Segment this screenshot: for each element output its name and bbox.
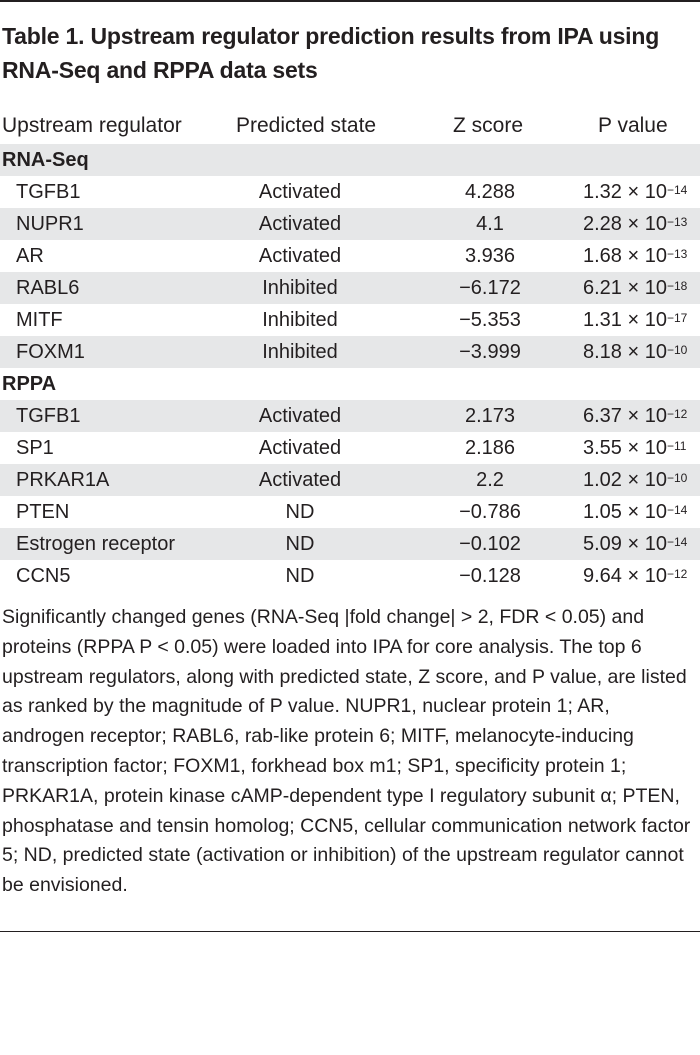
z-score-cell: −0.786 <box>459 501 521 523</box>
p-value-exponent: −17 <box>666 311 688 325</box>
regulator-cell: SP1 <box>16 437 54 459</box>
top-rule <box>0 0 700 2</box>
p-value-mantissa: 5.09 × 10 <box>583 533 667 555</box>
p-value-exponent: −11 <box>666 439 687 453</box>
bottom-rule <box>0 931 700 932</box>
p-value-cell: 2.28 × 10−13 <box>583 208 687 240</box>
regulator-cell: FOXM1 <box>16 341 85 363</box>
p-value-mantissa: 1.68 × 10 <box>583 245 667 267</box>
table-row: MITF Inhibited −5.353 1.31 × 10−17 <box>0 304 700 336</box>
regulator-cell: TGFB1 <box>16 405 81 427</box>
z-score-cell: 3.936 <box>464 245 516 267</box>
z-score-cell: −0.102 <box>459 533 521 555</box>
regulator-cell: MITF <box>16 309 63 331</box>
regulator-cell: RABL6 <box>16 277 80 299</box>
p-value-exponent: −12 <box>666 407 688 421</box>
p-value-exponent: −13 <box>666 247 688 261</box>
p-value-exponent: −18 <box>666 279 688 293</box>
table-row: Estrogen receptor ND −0.102 5.09 × 10−14 <box>0 528 700 560</box>
state-cell: Activated <box>258 437 342 459</box>
z-score-cell: 4.1 <box>476 213 504 235</box>
section-row-rna-seq: RNA-Seq <box>0 144 700 176</box>
state-cell: Inhibited <box>262 277 338 299</box>
state-cell: Inhibited <box>262 341 338 363</box>
state-cell: Inhibited <box>262 309 338 331</box>
z-score-cell: 2.2 <box>476 469 504 491</box>
p-value-cell: 1.02 × 10−10 <box>583 464 687 496</box>
z-score-cell: −3.999 <box>459 341 521 363</box>
table-row: TGFB1 Activated 2.173 6.37 × 10−12 <box>0 400 700 432</box>
state-cell: Activated <box>258 213 342 235</box>
regulator-cell: PTEN <box>16 501 70 523</box>
z-score-cell: −6.172 <box>459 277 521 299</box>
regulator-cell: Estrogen receptor <box>16 533 175 555</box>
p-value-mantissa: 1.05 × 10 <box>583 501 667 523</box>
header-p-value: P value <box>598 114 668 137</box>
p-value-mantissa: 3.55 × 10 <box>583 437 667 459</box>
table-title: Table 1. Upstream regulator prediction r… <box>2 23 660 83</box>
p-value-cell: 9.64 × 10−12 <box>583 560 687 592</box>
p-value-exponent: −14 <box>666 535 688 549</box>
p-value-mantissa: 9.64 × 10 <box>583 565 667 587</box>
state-cell: Activated <box>258 245 342 267</box>
section-row-rppa: RPPA <box>0 368 700 400</box>
z-score-cell: 4.288 <box>464 181 516 203</box>
regulator-cell: TGFB1 <box>16 181 81 203</box>
p-value-cell: 1.68 × 10−13 <box>583 240 687 272</box>
p-value-exponent: −12 <box>666 567 688 581</box>
p-value-mantissa: 1.31 × 10 <box>583 309 667 331</box>
p-value-cell: 5.09 × 10−14 <box>583 528 687 560</box>
p-value-mantissa: 6.37 × 10 <box>583 405 667 427</box>
state-cell: Activated <box>258 405 342 427</box>
regulator-cell: AR <box>16 245 44 267</box>
p-value-exponent: −10 <box>666 471 688 485</box>
p-value-exponent: −14 <box>666 503 688 517</box>
z-score-cell: 2.173 <box>464 405 516 427</box>
table-header-row: Upstream regulator Predicted state Z sco… <box>0 108 700 144</box>
p-value-cell: 3.55 × 10−11 <box>583 432 686 464</box>
p-value-cell: 8.18 × 10−10 <box>583 336 687 368</box>
table-row: SP1 Activated 2.186 3.55 × 10−11 <box>0 432 700 464</box>
table-row: PRKAR1A Activated 2.2 1.02 × 10−10 <box>0 464 700 496</box>
section-label: RNA-Seq <box>2 149 89 171</box>
regulator-cell: PRKAR1A <box>16 469 110 491</box>
regulator-cell: CCN5 <box>16 565 71 587</box>
p-value-exponent: −10 <box>666 343 688 357</box>
p-value-mantissa: 1.32 × 10 <box>583 181 667 203</box>
table-row: PTEN ND −0.786 1.05 × 10−14 <box>0 496 700 528</box>
table-row: AR Activated 3.936 1.68 × 10−13 <box>0 240 700 272</box>
state-cell: ND <box>285 565 315 587</box>
state-cell: Activated <box>258 469 342 491</box>
p-value-cell: 6.37 × 10−12 <box>583 400 687 432</box>
z-score-cell: 2.186 <box>464 437 516 459</box>
table-row: FOXM1 Inhibited −3.999 8.18 × 10−10 <box>0 336 700 368</box>
header-predicted-state: Predicted state <box>236 114 377 137</box>
header-z-score: Z score <box>453 114 524 137</box>
p-value-cell: 1.31 × 10−17 <box>583 304 687 336</box>
p-value-exponent: −13 <box>666 215 688 229</box>
state-cell: Activated <box>258 181 342 203</box>
p-value-cell: 1.32 × 10−14 <box>583 176 687 208</box>
z-score-cell: −0.128 <box>459 565 521 587</box>
regulator-cell: NUPR1 <box>16 213 84 235</box>
p-value-mantissa: 8.18 × 10 <box>583 341 667 363</box>
p-value-mantissa: 1.02 × 10 <box>583 469 667 491</box>
section-label: RPPA <box>2 373 57 395</box>
p-value-cell: 1.05 × 10−14 <box>583 496 687 528</box>
table-row: CCN5 ND −0.128 9.64 × 10−12 <box>0 560 700 592</box>
p-value-mantissa: 2.28 × 10 <box>583 213 667 235</box>
p-value-mantissa: 6.21 × 10 <box>583 277 667 299</box>
z-score-cell: −5.353 <box>459 309 521 331</box>
table-row: NUPR1 Activated 4.1 2.28 × 10−13 <box>0 208 700 240</box>
header-upstream-regulator: Upstream regulator <box>2 114 182 137</box>
table-footnote: Significantly changed genes (RNA-Seq |fo… <box>2 606 691 897</box>
state-cell: ND <box>285 501 315 523</box>
table-row: RABL6 Inhibited −6.172 6.21 × 10−18 <box>0 272 700 304</box>
p-value-cell: 6.21 × 10−18 <box>583 272 687 304</box>
table-body: RNA-Seq TGFB1 Activated 4.288 1.32 × 10−… <box>0 144 700 592</box>
p-value-exponent: −14 <box>666 183 688 197</box>
table-row: TGFB1 Activated 4.288 1.32 × 10−14 <box>0 176 700 208</box>
state-cell: ND <box>285 533 315 555</box>
